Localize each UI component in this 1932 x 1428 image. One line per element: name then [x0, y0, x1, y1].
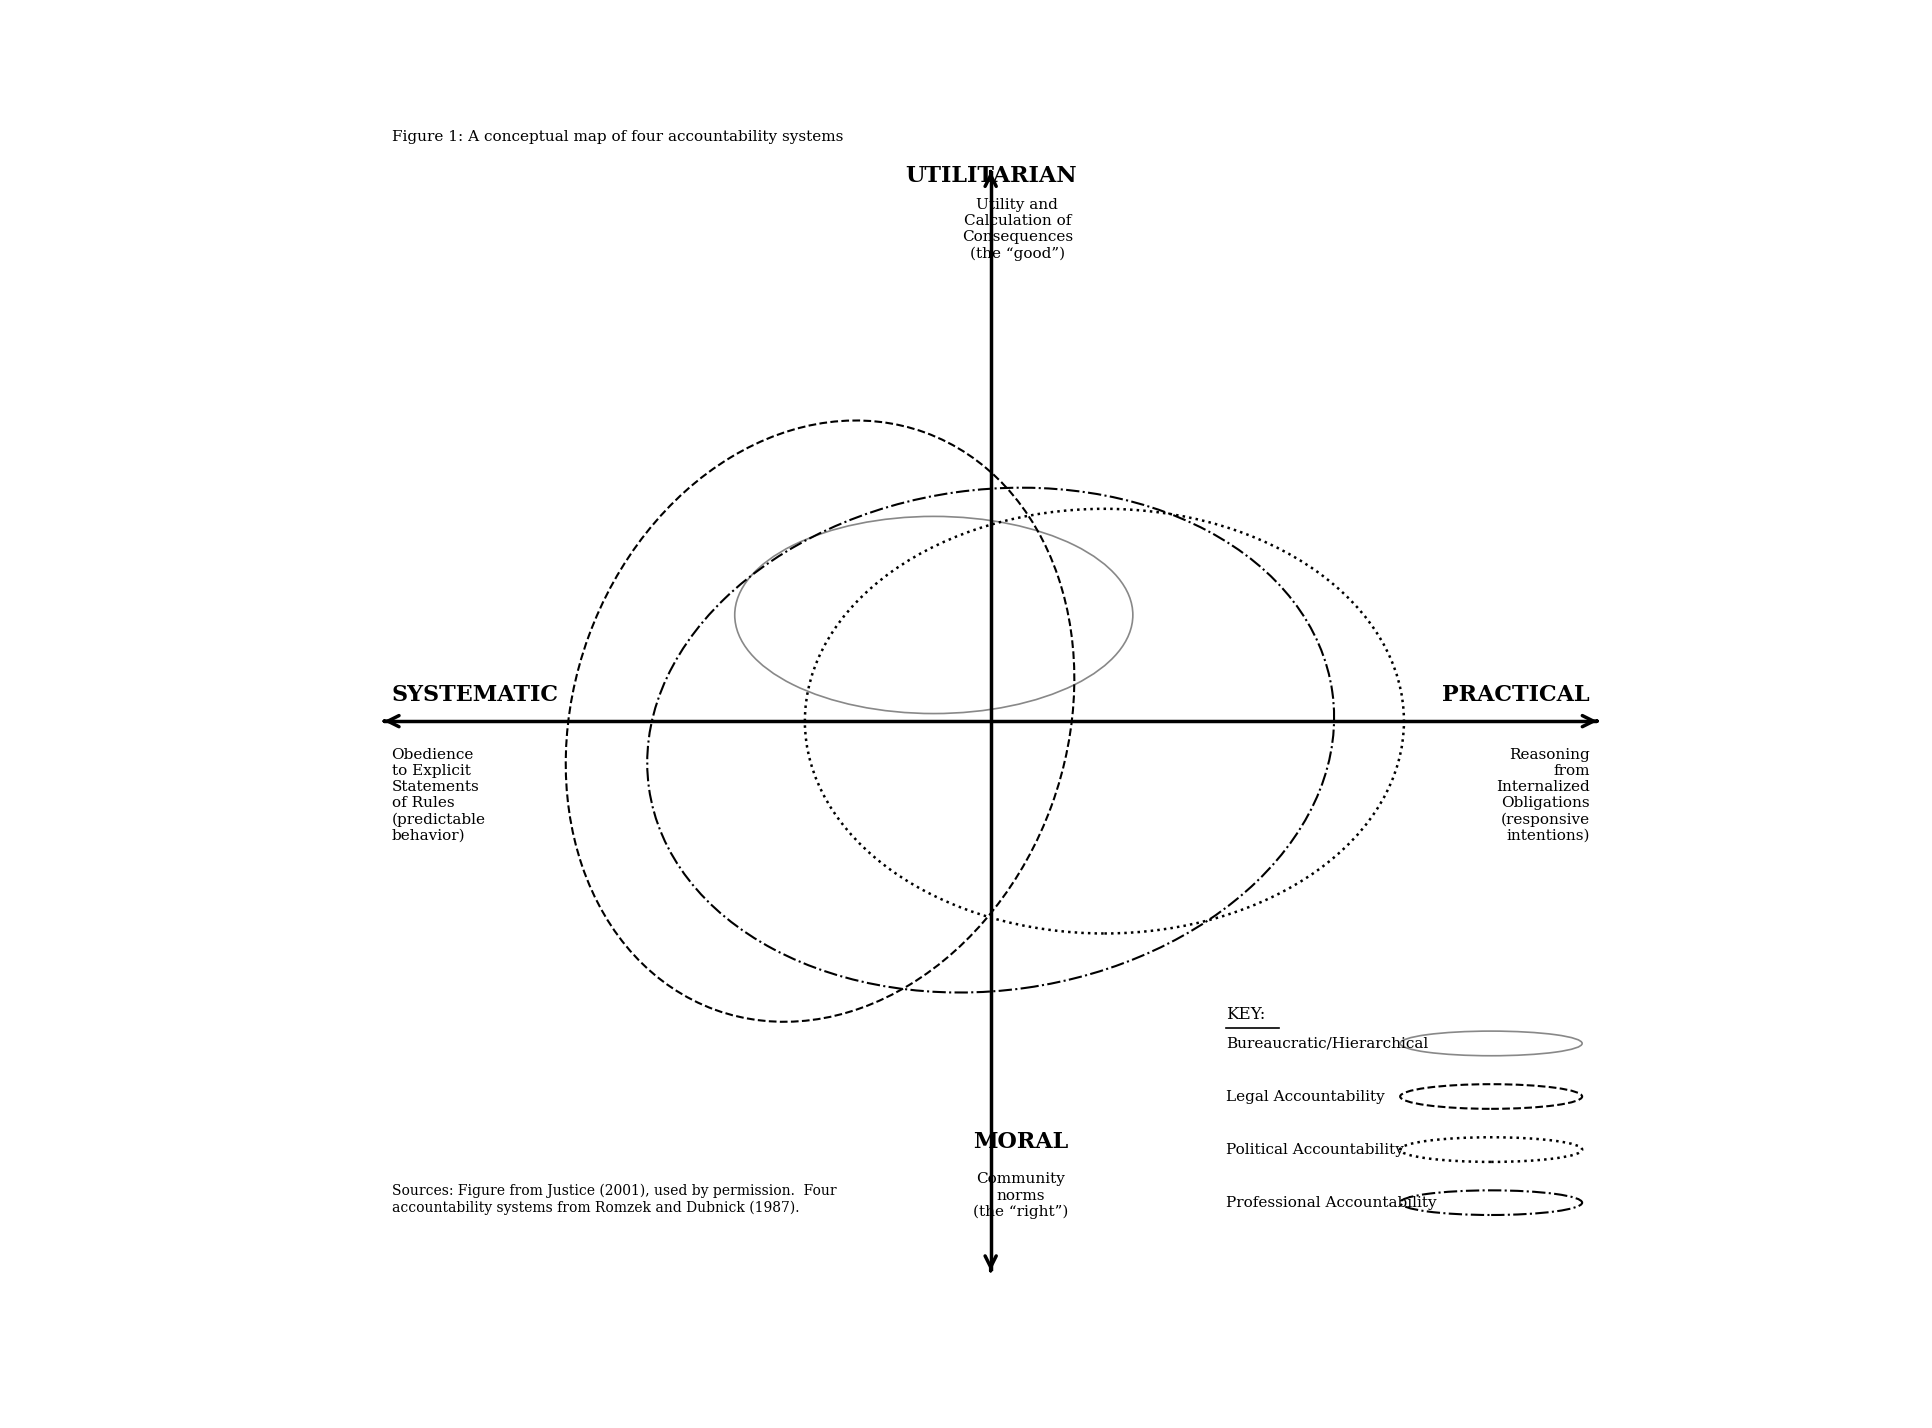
Text: MORAL: MORAL: [974, 1131, 1068, 1152]
Text: UTILITARIAN: UTILITARIAN: [904, 164, 1076, 187]
Text: Sources: Figure from Justice (2001), used by permission.  Four
accountability sy: Sources: Figure from Justice (2001), use…: [392, 1184, 837, 1215]
Text: Bureaucratic/Hierarchical: Bureaucratic/Hierarchical: [1225, 1037, 1428, 1051]
Text: Reasoning
from
Internalized
Obligations
(responsive
intentions): Reasoning from Internalized Obligations …: [1495, 748, 1588, 843]
Text: SYSTEMATIC: SYSTEMATIC: [392, 684, 558, 705]
Text: Figure 1: A conceptual map of four accountability systems: Figure 1: A conceptual map of four accou…: [392, 130, 842, 144]
Text: Obedience
to Explicit
Statements
of Rules
(predictable
behavior): Obedience to Explicit Statements of Rule…: [392, 748, 485, 843]
Text: KEY:: KEY:: [1225, 1005, 1264, 1022]
Text: Community
norms
(the “right”): Community norms (the “right”): [974, 1172, 1068, 1220]
Text: PRACTICAL: PRACTICAL: [1441, 684, 1588, 705]
Text: Political Accountability: Political Accountability: [1225, 1142, 1403, 1157]
Text: Legal Accountability: Legal Accountability: [1225, 1090, 1383, 1104]
Text: Professional Accountability: Professional Accountability: [1225, 1195, 1435, 1210]
Text: Utility and
Calculation of
Consequences
(the “good”): Utility and Calculation of Consequences …: [960, 198, 1072, 261]
